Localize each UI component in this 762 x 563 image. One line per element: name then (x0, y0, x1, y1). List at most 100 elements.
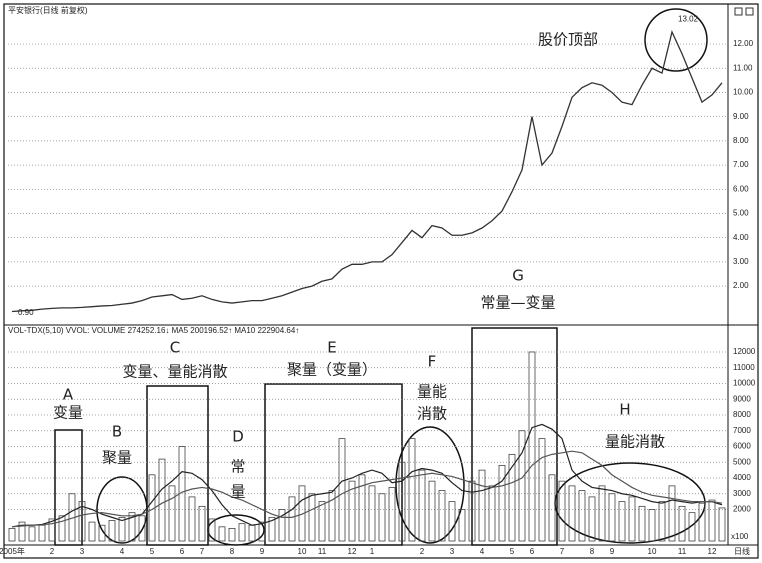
y-tick-label: 8.00 (733, 136, 749, 145)
annotation: 量 (230, 483, 245, 501)
annotation: 聚量 (102, 449, 132, 467)
volume-bar (458, 509, 466, 542)
annotation: G (512, 267, 524, 285)
volume-bar (418, 469, 426, 542)
x-tick-label: 5 (150, 547, 155, 556)
window-button[interactable] (734, 7, 743, 16)
volume-bar (78, 501, 86, 542)
x-tick-label: 6 (180, 547, 185, 556)
volume-bar (388, 487, 396, 542)
x-tick-label: 11 (318, 547, 327, 556)
extreme-label: 13.02 (678, 14, 699, 23)
y-tick-label: 5.00 (733, 209, 749, 218)
annotation: D (232, 428, 244, 446)
volume-bar (28, 526, 36, 542)
volume-bar (518, 430, 526, 542)
volume-bar (448, 501, 456, 542)
volume-bar (138, 515, 146, 542)
volume-bar (18, 521, 26, 542)
volume-bar (598, 485, 606, 542)
volume-bar (508, 453, 516, 542)
x-tick-label: 8 (590, 547, 595, 556)
y-tick-label: 4.00 (733, 233, 749, 242)
box-a (54, 429, 83, 546)
y-tick-label: 11000 (733, 363, 755, 372)
volume-bar (698, 502, 706, 542)
volume-bar (288, 496, 296, 542)
x-tick-label: 8 (230, 547, 235, 556)
volume-bar (438, 490, 446, 542)
ma-line (11, 450, 723, 528)
volume-bar (58, 515, 66, 542)
volume-bar (318, 501, 326, 542)
window-frame (3, 3, 759, 559)
x-tick-label: 7 (200, 547, 205, 556)
y-tick-label: 3000 (733, 489, 751, 498)
y-tick-label: 10000 (733, 379, 756, 388)
x-tick-label: 5 (510, 547, 515, 556)
x-tick-label: 4 (480, 547, 485, 556)
x-tick-label: 2 (420, 547, 425, 556)
volume-header: VOL-TDX(5,10) VVOL: VOLUME 274252.16↓ MA… (8, 326, 299, 335)
volume-bar (718, 507, 726, 542)
volume-bar (678, 505, 686, 542)
annotation: F (428, 353, 437, 371)
price-line (11, 29, 723, 313)
volume-bar (558, 480, 566, 542)
volume-bar (228, 527, 236, 542)
annotation: 常 (230, 458, 245, 476)
volume-bar (348, 480, 356, 542)
extreme-label: 0.90 (18, 308, 34, 317)
annotation: 股价顶部 (538, 31, 598, 49)
x-tick-label: 2005年 (0, 546, 25, 556)
x-tick-label: 3 (450, 547, 455, 556)
volume-bar (638, 505, 646, 542)
y-tick-label: 12000 (733, 347, 756, 356)
y-tick-label: 2000 (733, 505, 751, 514)
volume-bar (498, 464, 506, 542)
unit-label: x100 (731, 532, 749, 541)
x-tick-label: 11 (678, 547, 687, 556)
volume-bar (658, 501, 666, 542)
volume-bar (48, 518, 56, 542)
volume-bar (198, 505, 206, 542)
volume-bar (488, 485, 496, 542)
ma-line (11, 423, 723, 528)
annotation: E (327, 339, 336, 357)
x-tick-label: 10 (298, 547, 307, 556)
volume-bar (218, 526, 226, 542)
annotation: B (112, 423, 122, 441)
y-tick-label: 8000 (733, 410, 751, 419)
volume-bar (108, 520, 116, 542)
volume-bar (478, 469, 486, 542)
ellipse-top (644, 8, 708, 72)
volume-bar (258, 521, 266, 542)
ellipse-b (96, 476, 148, 544)
volume-bar (688, 512, 696, 542)
volume-bar (118, 516, 126, 542)
period-label: 日线 (734, 546, 750, 556)
volume-bar (98, 524, 106, 542)
x-tick-label: 3 (80, 547, 85, 556)
annotation: 消散 (417, 405, 447, 423)
volume-bar (408, 438, 416, 542)
volume-bar (8, 527, 16, 542)
volume-bar (238, 523, 246, 542)
box-e (264, 383, 403, 546)
x-tick-label: 7 (560, 547, 565, 556)
annotation: 变量 (53, 404, 83, 422)
annotation: A (63, 386, 74, 404)
annotation: 变量、量能消散 (122, 363, 227, 381)
volume-bar (548, 474, 556, 542)
volume-bar (128, 512, 136, 542)
volume-bar (668, 485, 676, 542)
window-button[interactable] (745, 7, 754, 16)
price-title: 平安银行(日线 前复权) (8, 5, 88, 15)
x-tick-label: 2 (50, 547, 55, 556)
volume-bar (358, 474, 366, 542)
x-tick-label: 10 (648, 547, 657, 556)
y-tick-label: 6000 (733, 442, 751, 451)
annotation: C (170, 339, 180, 357)
y-tick-label: 9000 (733, 394, 751, 403)
volume-bar (578, 490, 586, 542)
